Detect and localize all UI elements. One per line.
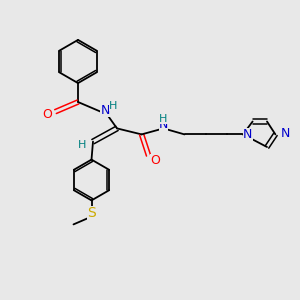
Text: H: H	[159, 113, 168, 124]
Text: H: H	[77, 140, 86, 150]
Text: N: N	[159, 118, 168, 131]
Text: S: S	[87, 206, 96, 220]
Text: N: N	[280, 127, 290, 140]
Text: N: N	[100, 104, 110, 117]
Text: H: H	[109, 100, 117, 111]
Text: O: O	[43, 108, 52, 121]
Text: N: N	[243, 128, 252, 141]
Text: O: O	[151, 154, 160, 167]
